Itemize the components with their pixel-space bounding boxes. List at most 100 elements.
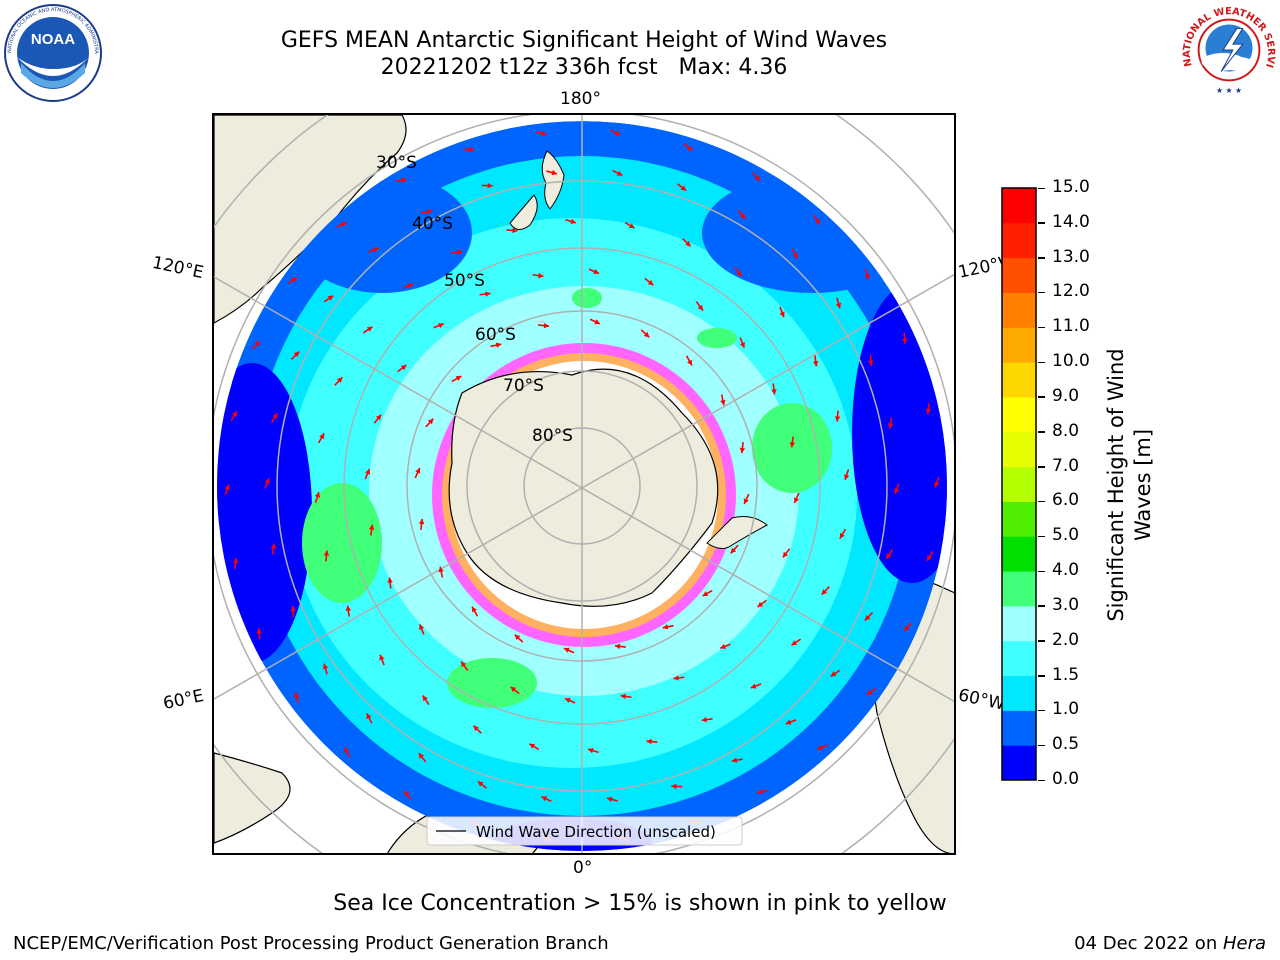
colorbar-segment bbox=[1002, 605, 1036, 642]
nws-logo: NATIONAL WEATHER SERVICE ★ ★ ★ bbox=[1180, 1, 1276, 98]
wave-direction-arrowhead bbox=[647, 279, 654, 286]
lon-label-60w: 60°W bbox=[956, 685, 1007, 715]
lon-label-60e: 60°E bbox=[161, 685, 206, 715]
lon-label-120e: 120°E bbox=[150, 252, 206, 284]
wave-direction-arrowhead bbox=[614, 130, 621, 136]
colorbar-tick-mark bbox=[1038, 361, 1045, 364]
colorbar-tick-mark bbox=[1038, 500, 1045, 503]
wave-direction-arrowhead bbox=[730, 547, 737, 554]
colorbar-tick-label: 1.5 bbox=[1052, 664, 1080, 685]
colorbar-tick-label: 10.0 bbox=[1052, 351, 1090, 372]
footer-right: 04 Dec 2022 on Hera bbox=[1074, 933, 1266, 954]
wave-direction-arrowhead bbox=[785, 719, 792, 725]
wave-direction-arrowhead bbox=[231, 411, 237, 417]
colorbar-tick-label: 4.0 bbox=[1052, 560, 1080, 581]
wave-direction-arrowhead bbox=[485, 291, 491, 297]
wave-direction-arrowhead bbox=[344, 747, 350, 754]
wave-direction-arrowhead bbox=[477, 781, 484, 787]
wave-direction-arrowhead bbox=[791, 640, 798, 646]
wave-direction-arrowhead bbox=[687, 359, 692, 366]
wave-direction-arrowhead bbox=[427, 418, 434, 425]
legend-text: Wind Wave Direction (unscaled) bbox=[476, 823, 716, 841]
wave-direction-arrowhead bbox=[375, 414, 382, 421]
colorbar-segment bbox=[1002, 431, 1036, 468]
wave-direction-arrowhead bbox=[323, 550, 330, 556]
wave-direction-arrowhead bbox=[270, 543, 277, 549]
colorbar-tick-mark bbox=[1038, 326, 1045, 329]
wave-direction-arrowhead bbox=[868, 360, 874, 366]
lat-label-50s: 50°S bbox=[444, 271, 485, 291]
wave-direction-arrowhead bbox=[701, 716, 707, 723]
wave-direction-arrowhead bbox=[685, 240, 691, 247]
wave-direction-arrowhead bbox=[934, 481, 940, 488]
wave-direction-arrowhead bbox=[927, 555, 933, 561]
wave-max-region-south bbox=[447, 658, 537, 708]
wave-direction-arrowhead bbox=[782, 551, 789, 558]
wave-direction-arrowhead bbox=[835, 302, 842, 309]
wave-direction-arrowhead bbox=[387, 577, 393, 583]
colorbar-tick-label: 2.0 bbox=[1052, 629, 1080, 650]
lat-label-70s: 70°S bbox=[503, 376, 544, 396]
footer-host: Hera bbox=[1222, 933, 1266, 954]
wave-direction-arrowhead bbox=[469, 146, 475, 153]
colorbar-tick-mark bbox=[1038, 535, 1045, 538]
wave-direction-arrowhead bbox=[864, 274, 870, 280]
lat-label-30s: 30°S bbox=[376, 153, 417, 173]
colorbar-tick-label: 6.0 bbox=[1052, 490, 1080, 511]
wave-direction-arrowhead bbox=[541, 796, 548, 802]
wave-direction-arrowhead bbox=[821, 589, 828, 595]
wave-direction-arrowhead bbox=[886, 553, 892, 559]
colorbar-tick-label: 1.0 bbox=[1052, 699, 1080, 720]
graticule bbox=[214, 115, 955, 854]
wave-direction-arrowhead bbox=[570, 218, 576, 225]
wave-direction-arrowhead bbox=[720, 399, 726, 406]
wave-direction-arrowhead bbox=[925, 408, 932, 415]
wave-direction-arrowhead bbox=[404, 791, 410, 797]
wave-direction-arrowhead bbox=[379, 654, 385, 661]
lat-label-40s: 40°S bbox=[412, 214, 453, 234]
wave-direction-arrowhead bbox=[887, 423, 894, 429]
colorbar bbox=[1001, 187, 1037, 781]
wave-direction-arrowhead bbox=[314, 492, 321, 498]
wave-direction-arrowhead bbox=[736, 270, 742, 277]
colorbar-tick-label: 0.5 bbox=[1052, 734, 1080, 755]
wave-direction-arrowhead bbox=[789, 442, 796, 448]
wave-direction-arrowhead bbox=[671, 783, 677, 790]
wave-direction-arrowhead bbox=[487, 182, 493, 189]
wave-direction-arrowhead bbox=[232, 557, 239, 564]
wave-direction-arrowhead bbox=[564, 697, 571, 703]
wave-direction-arrowhead bbox=[739, 447, 746, 454]
wave-direction-arrowhead bbox=[720, 643, 726, 649]
wave-direction-arrowhead bbox=[512, 227, 518, 234]
colorbar-segment bbox=[1002, 327, 1036, 363]
wave-direction-arrowhead bbox=[322, 663, 329, 670]
colorbar-segment bbox=[1002, 675, 1036, 711]
wave-direction-arrowhead bbox=[779, 311, 785, 318]
wave-direction-arrowhead bbox=[366, 713, 372, 720]
wave-direction-arrowhead bbox=[400, 365, 407, 371]
colorbar-tick-mark bbox=[1038, 257, 1045, 259]
colorbar-tick-mark bbox=[1038, 222, 1045, 224]
wave-direction-arrowhead bbox=[771, 389, 777, 395]
wave-direction-arrowhead bbox=[418, 753, 425, 759]
wave-direction-arrowhead bbox=[366, 326, 373, 332]
colorbar-tick-label: 12.0 bbox=[1052, 281, 1090, 302]
wave-direction-arrowhead bbox=[264, 478, 270, 484]
lon-label-180: 180° bbox=[560, 89, 601, 109]
colorbar-tick-mark bbox=[1038, 396, 1045, 398]
wave-direction-arrowhead bbox=[792, 252, 798, 259]
wave-direction-arrowhead bbox=[368, 524, 375, 530]
wave-direction-arrowhead bbox=[620, 693, 626, 700]
wave-direction-arrowhead bbox=[614, 643, 621, 650]
wave-direction-arrowhead bbox=[551, 169, 558, 176]
wave-direction-arrowhead bbox=[365, 468, 371, 475]
wave-direction-arrowhead bbox=[422, 695, 428, 702]
wave-direction-arrowhead bbox=[538, 272, 544, 279]
wave-direction-arrowhead bbox=[646, 738, 652, 745]
wave-direction-arrowhead bbox=[904, 625, 910, 631]
colorbar-segment bbox=[1002, 501, 1036, 537]
wave-direction-arrowhead bbox=[702, 591, 709, 596]
wave-direction-arrowhead bbox=[697, 304, 703, 311]
svg-text:★ ★ ★: ★ ★ ★ bbox=[1216, 86, 1242, 95]
wave-direction-arrowhead bbox=[594, 319, 601, 325]
